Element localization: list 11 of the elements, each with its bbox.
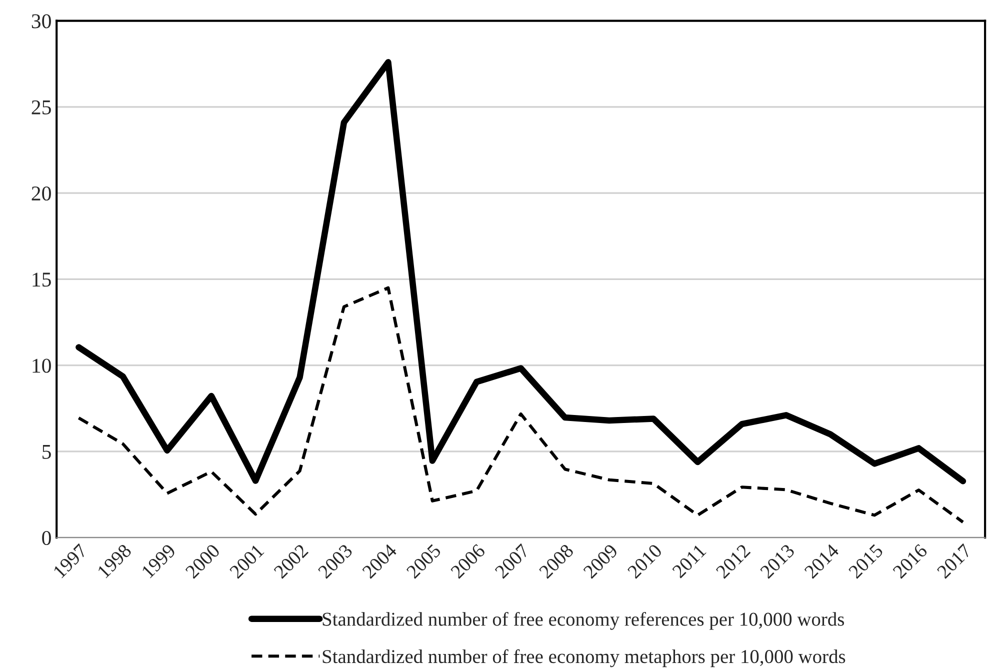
- y-tick-label: 10: [32, 358, 51, 373]
- y-tick-label: 20: [32, 186, 51, 201]
- y-tick-label: 15: [32, 272, 51, 287]
- y-tick-label: 25: [32, 100, 51, 114]
- legend-label: Standardized number of free economy metaphors per 10,000 words: [322, 649, 846, 668]
- legend-label: Standardized number of free economy references per 10,000 words: [322, 612, 844, 630]
- line-series: [77, 286, 964, 524]
- y-tick-label: 5: [42, 445, 51, 459]
- y-tick-label: 0: [42, 530, 51, 546]
- y-tick-label: 30: [32, 14, 51, 28]
- x-tick-label: 2011: [672, 544, 707, 579]
